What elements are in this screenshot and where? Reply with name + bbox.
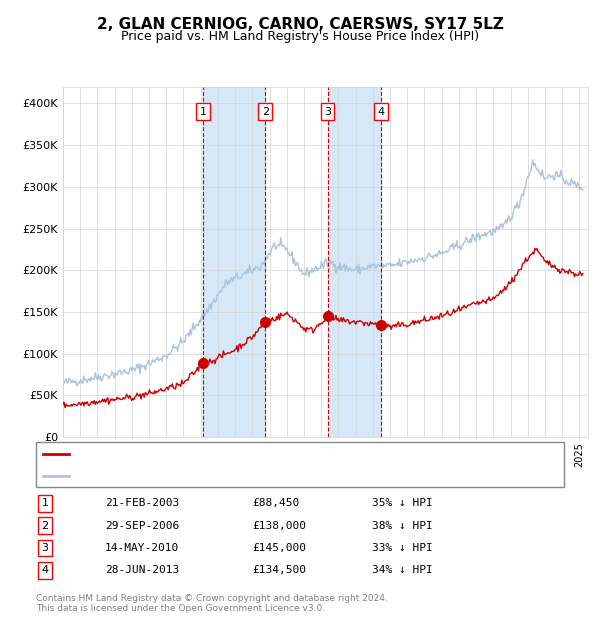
Text: 4: 4 bbox=[378, 107, 385, 117]
Text: 4: 4 bbox=[41, 565, 49, 575]
Text: 3: 3 bbox=[324, 107, 331, 117]
Text: 1: 1 bbox=[41, 498, 49, 508]
Text: £138,000: £138,000 bbox=[252, 521, 306, 531]
Text: Contains HM Land Registry data © Crown copyright and database right 2024.: Contains HM Land Registry data © Crown c… bbox=[36, 594, 388, 603]
Text: 34% ↓ HPI: 34% ↓ HPI bbox=[372, 565, 433, 575]
Bar bbox=[328, 87, 381, 437]
Text: 38% ↓ HPI: 38% ↓ HPI bbox=[372, 521, 433, 531]
Text: 2, GLAN CERNIOG, CARNO, CAERSWS, SY17 5LZ (detached house): 2, GLAN CERNIOG, CARNO, CAERSWS, SY17 5L… bbox=[73, 449, 445, 459]
Text: £88,450: £88,450 bbox=[252, 498, 299, 508]
Text: This data is licensed under the Open Government Licence v3.0.: This data is licensed under the Open Gov… bbox=[36, 604, 325, 613]
Text: 2: 2 bbox=[262, 107, 269, 117]
Text: £134,500: £134,500 bbox=[252, 565, 306, 575]
Text: 2: 2 bbox=[41, 521, 49, 531]
Text: 2, GLAN CERNIOG, CARNO, CAERSWS, SY17 5LZ: 2, GLAN CERNIOG, CARNO, CAERSWS, SY17 5L… bbox=[97, 17, 503, 32]
Text: 35% ↓ HPI: 35% ↓ HPI bbox=[372, 498, 433, 508]
Text: 1: 1 bbox=[199, 107, 206, 117]
Text: £145,000: £145,000 bbox=[252, 543, 306, 553]
Text: 21-FEB-2003: 21-FEB-2003 bbox=[105, 498, 179, 508]
Text: 33% ↓ HPI: 33% ↓ HPI bbox=[372, 543, 433, 553]
Bar bbox=[203, 87, 265, 437]
Text: HPI: Average price, detached house, Powys: HPI: Average price, detached house, Powy… bbox=[73, 471, 314, 480]
Text: Price paid vs. HM Land Registry's House Price Index (HPI): Price paid vs. HM Land Registry's House … bbox=[121, 30, 479, 43]
Text: 14-MAY-2010: 14-MAY-2010 bbox=[105, 543, 179, 553]
Text: 29-SEP-2006: 29-SEP-2006 bbox=[105, 521, 179, 531]
Text: 28-JUN-2013: 28-JUN-2013 bbox=[105, 565, 179, 575]
Text: 3: 3 bbox=[41, 543, 49, 553]
